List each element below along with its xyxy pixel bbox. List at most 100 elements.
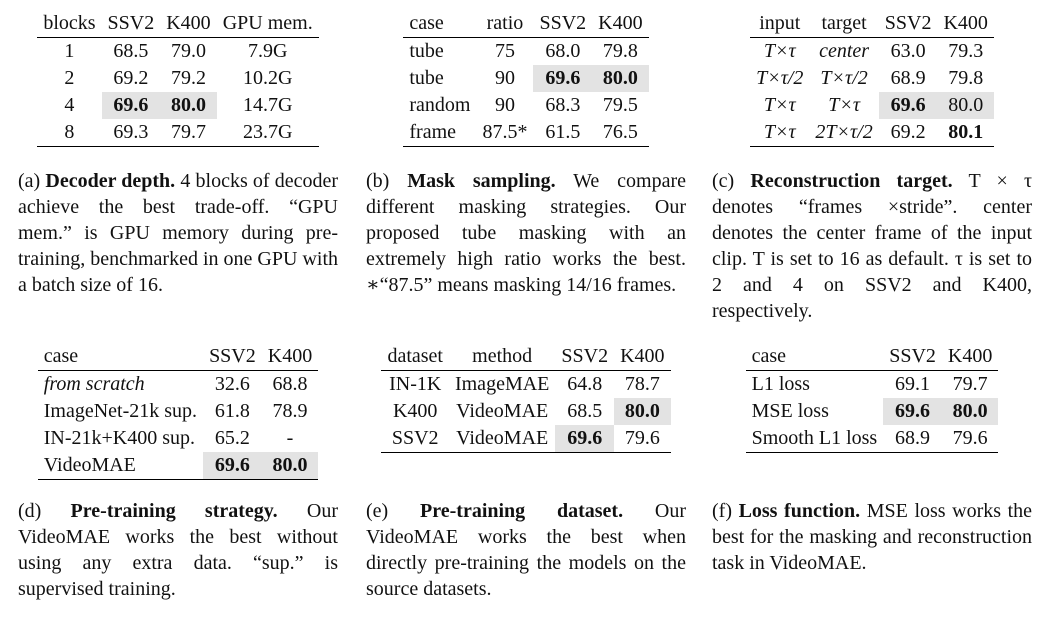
caption-label: (d) — [18, 500, 42, 522]
table-cell: L1 loss — [751, 373, 810, 395]
table-cell: 80.0 — [614, 398, 671, 425]
table-head: blocks SSV2 K400 GPU mem. — [37, 10, 319, 38]
table-cell: 2T×τ/2 — [815, 121, 873, 143]
table-row: 8 69.3 79.7 23.7G — [37, 119, 318, 147]
header-row: blocks SSV2 K400 GPU mem. — [37, 10, 319, 38]
table-panel: input target SSV2 K400 T×τ center 63.0 79.3 T×τ/… — [712, 10, 1032, 322]
table-cell: 80.0 — [592, 65, 649, 92]
header-cell: case — [37, 343, 204, 371]
table-panel: case SSV2 K400 L1 loss 69.1 79.7 MSE loss 69.6 8… — [712, 343, 1032, 574]
table-cell: 61.8 — [214, 400, 250, 422]
caption-text: T × τ denotes “frames ×stride”. center d… — [712, 170, 1033, 322]
table-panel: dataset method SSV2 K400 IN-1K ImageMAE 64.8 78… — [366, 343, 686, 600]
caption-title: Pre-training strategy. — [70, 500, 278, 522]
table-panel: case SSV2 K400 from scratch 32.6 68.8 ImageNet… — [18, 343, 338, 600]
header-cell: GPU mem. — [216, 10, 319, 38]
caption-title: Reconstruction target. — [750, 170, 953, 192]
table-cell: 69.6 — [533, 65, 593, 92]
caption-text: We compare different masking strategies.… — [366, 170, 686, 296]
table-cell: VideoMAE — [456, 400, 549, 422]
table-cell: 68.9 — [895, 427, 931, 449]
table-row: IN-1K ImageMAE 64.8 78.7 — [381, 371, 670, 399]
table-cell: 7.9G — [247, 40, 288, 62]
table-cell: 68.0 — [545, 40, 581, 62]
caption-label: (f) — [712, 500, 732, 522]
caption-label: (e) — [366, 500, 389, 522]
header-cell: ratio — [476, 10, 534, 38]
caption-text: Our VideoMAE works the best without usin… — [18, 500, 339, 600]
table-cell: 69.1 — [895, 373, 931, 395]
table-cell: 75 — [494, 40, 515, 62]
table-row: ImageNet-21k sup. 61.8 78.9 — [38, 398, 318, 425]
table-cell: Smooth L1 loss — [751, 427, 878, 449]
table-cell: 4 — [64, 94, 75, 116]
table-cell: 79.6 — [952, 427, 988, 449]
table-panel: case ratio SSV2 K400 tube 75 68.0 79.8 tube 90 69.… — [366, 10, 686, 296]
table-cell: MSE loss — [751, 400, 829, 422]
header-cell: case — [745, 343, 884, 371]
table-row: frame 87.5* 61.5 76.5 — [403, 119, 648, 147]
table-cell: 79.8 — [602, 40, 638, 62]
table-cell: IN-1K — [389, 373, 442, 395]
table-cell: 69.6 — [101, 92, 161, 119]
header-cell: SSV2 — [883, 343, 942, 371]
table-cell: tube — [409, 40, 444, 62]
table-cell: 79.3 — [948, 40, 984, 62]
caption: (f) Loss function. MSE loss works the be… — [712, 498, 1032, 576]
table-cell: 32.6 — [214, 373, 250, 395]
header-cell: method — [448, 343, 556, 371]
table-body: L1 loss 69.1 79.7 MSE loss 69.6 80.0 Smooth L1… — [746, 371, 999, 453]
table-cell: 69.6 — [883, 398, 942, 425]
table-row: L1 loss 69.1 79.7 — [746, 371, 999, 399]
table-row: Smooth L1 loss 68.9 79.6 — [746, 425, 999, 453]
table-cell: 14.7G — [242, 94, 293, 116]
table-cell: T×τ — [828, 94, 860, 116]
table-cell: 69.6 — [203, 452, 262, 480]
table-body: tube 75 68.0 79.8 tube 90 69.6 80.0 random 90 68.3… — [403, 38, 649, 147]
table-row: T×τ center 63.0 79.3 — [750, 38, 994, 66]
table-row: 1 68.5 79.0 7.9G — [37, 38, 318, 66]
table-row: T×τ 2T×τ/2 69.2 80.1 — [750, 119, 994, 147]
header-row: dataset method SSV2 K400 — [381, 343, 671, 371]
table-cell: random — [409, 94, 471, 116]
caption: (b) Mask sampling. We compare different … — [366, 168, 686, 298]
table-cell: tube — [409, 67, 444, 89]
table-cell: 65.2 — [214, 427, 250, 449]
table-cell: 68.5 — [567, 400, 603, 422]
table-body: IN-1K ImageMAE 64.8 78.7 K400 VideoMAE 68.5 80.… — [381, 371, 671, 453]
header-cell: SSV2 — [101, 10, 161, 38]
table-cell: 8 — [64, 121, 75, 143]
results-table: input target SSV2 K400 T×τ center 63.0 79.3 T×τ/… — [750, 10, 994, 147]
table-cell: T×τ — [763, 94, 796, 116]
table-row: VideoMAE 69.6 80.0 — [38, 452, 319, 480]
header-cell: blocks — [37, 10, 102, 38]
table-cell: VideoMAE — [456, 427, 549, 449]
header-row: case SSV2 K400 — [745, 343, 999, 371]
table-head: case ratio SSV2 K400 — [403, 10, 649, 38]
table-row: tube 75 68.0 79.8 — [403, 38, 648, 66]
table-row: T×τ T×τ 69.6 80.0 — [750, 92, 994, 119]
table-row: tube 90 69.6 80.0 — [403, 65, 649, 92]
table-body: T×τ center 63.0 79.3 T×τ/2 T×τ/2 68.9 79.8 T×τ T×… — [750, 38, 994, 147]
header-cell: SSV2 — [878, 10, 938, 38]
header-row: case SSV2 K400 — [37, 343, 319, 371]
table-cell: SSV2 — [391, 427, 439, 449]
table-cell: 79.0 — [170, 40, 206, 62]
table-cell: 68.9 — [890, 67, 926, 89]
caption: (a) Decoder depth. 4 blocks of decoder a… — [18, 168, 338, 298]
table-row: 4 69.6 80.0 14.7G — [37, 92, 318, 119]
table-cell: 68.8 — [272, 373, 308, 395]
header-cell: K400 — [937, 10, 994, 38]
table-cell: 90 — [494, 94, 515, 116]
header-cell: K400 — [160, 10, 217, 38]
table-cell: T×τ — [763, 121, 796, 143]
table-panel: blocks SSV2 K400 GPU mem. 1 68.5 79.0 7.9G 2 69.2… — [18, 10, 338, 296]
header-cell: K400 — [614, 343, 671, 371]
table-cell: 69.3 — [113, 121, 149, 143]
header-cell: target — [809, 10, 879, 38]
table-row: SSV2 VideoMAE 69.6 79.6 — [381, 425, 670, 453]
table-cell: 79.5 — [602, 94, 638, 116]
table-head: dataset method SSV2 K400 — [381, 343, 671, 371]
table-row: K400 VideoMAE 68.5 80.0 — [381, 398, 671, 425]
